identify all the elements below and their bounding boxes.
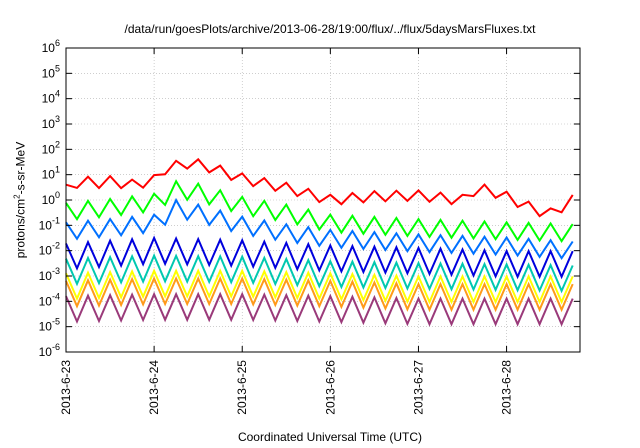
y-tick-label: 10-6 (39, 342, 60, 359)
x-tick-label: 2013-6-26 (323, 360, 337, 415)
y-tick-label: 10-1 (39, 215, 60, 232)
y-tick-exponent: 4 (55, 89, 60, 99)
y-tick-base: 10 (39, 320, 53, 334)
y-tick-exponent: -1 (52, 215, 60, 225)
series-line (65, 157, 574, 218)
series-line (65, 291, 574, 327)
y-tick-exponent: 3 (55, 114, 60, 124)
y-tick-label: 10-4 (39, 291, 60, 308)
y-tick-label: 104 (42, 89, 60, 106)
x-tick-label: 2013-6-27 (411, 360, 425, 415)
y-tick-exponent: -5 (52, 317, 60, 327)
y-tick-exponent: 0 (55, 190, 60, 200)
y-tick-label: 10-5 (39, 317, 60, 334)
y-tick-label: 101 (42, 165, 60, 182)
y-tick-label: 103 (42, 114, 60, 131)
y-tick-base: 10 (42, 66, 56, 80)
y-tick-base: 10 (42, 41, 56, 55)
series-line (65, 179, 574, 243)
series-line (65, 268, 574, 305)
y-tick-label: 102 (42, 139, 60, 156)
y-tick-base: 10 (42, 92, 56, 106)
y-tick-base: 10 (42, 193, 56, 207)
x-tick-label: 2013-6-25 (235, 360, 249, 415)
y-tick-exponent: 2 (55, 139, 60, 149)
y-tick-label: 10-3 (39, 266, 60, 283)
y-tick-base: 10 (39, 218, 53, 232)
x-tick-label: 2013-6-24 (147, 360, 161, 415)
series-line (65, 253, 574, 294)
series-line (65, 275, 574, 313)
y-tick-base: 10 (39, 294, 53, 308)
x-tick-label: 2013-6-28 (500, 360, 514, 415)
series-line (65, 235, 574, 280)
y-tick-label: 105 (42, 63, 60, 80)
y-tick-exponent: -3 (52, 266, 60, 276)
y-tick-label: 100 (42, 190, 60, 207)
x-tick-label: 2013-6-23 (59, 360, 73, 415)
y-tick-base: 10 (42, 142, 56, 156)
y-tick-base: 10 (39, 345, 53, 359)
y-tick-exponent: 1 (55, 165, 60, 175)
y-tick-exponent: 5 (55, 63, 60, 73)
chart-title: /data/run/goesPlots/archive/2013-06-28/1… (124, 22, 536, 36)
y-tick-label: 106 (42, 38, 60, 55)
y-tick-exponent: 6 (55, 38, 60, 48)
y-tick-exponent: -6 (52, 342, 60, 352)
y-tick-label: 10-2 (39, 241, 60, 258)
y-tick-base: 10 (39, 269, 53, 283)
y-tick-base: 10 (39, 244, 53, 258)
y-tick-exponent: -2 (52, 241, 60, 251)
series-line (65, 197, 574, 261)
x-axis-label: Coordinated Universal Time (UTC) (237, 430, 423, 444)
y-tick-base: 10 (42, 117, 56, 131)
y-tick-exponent: -4 (52, 291, 60, 301)
y-tick-base: 10 (42, 168, 56, 182)
